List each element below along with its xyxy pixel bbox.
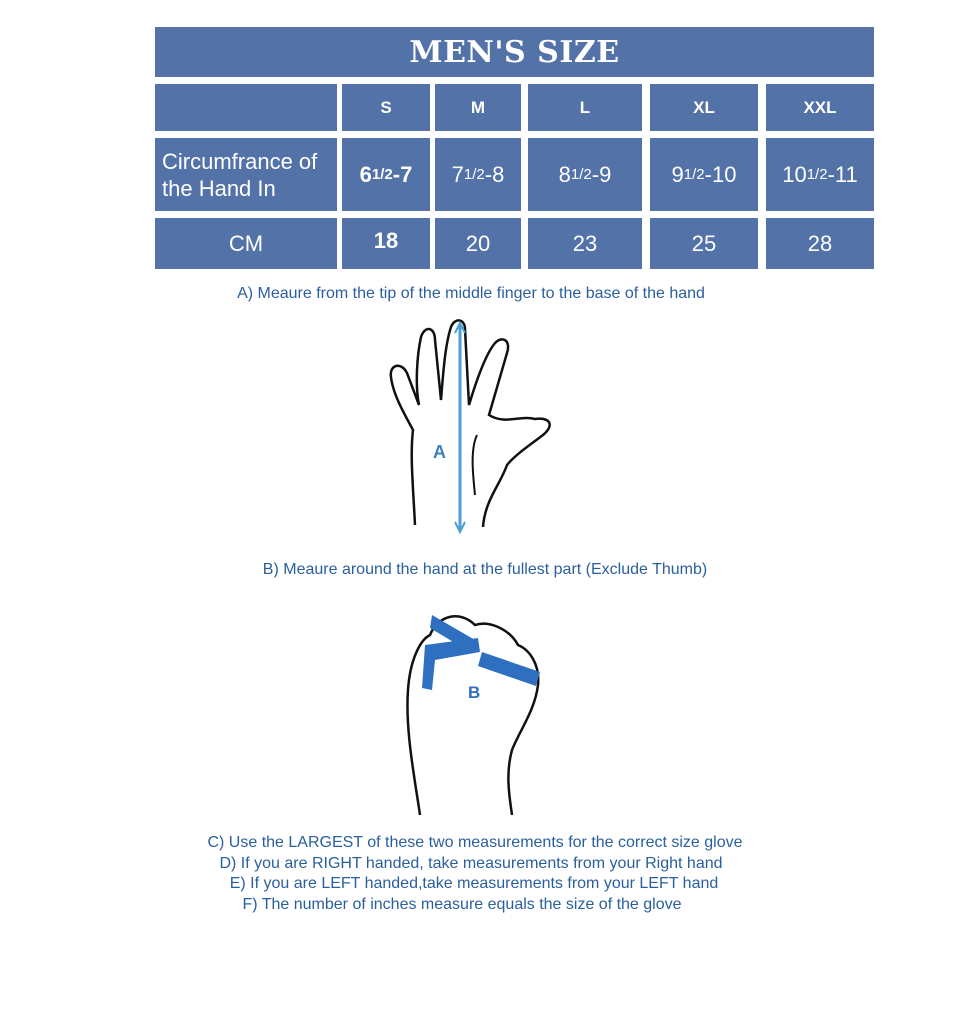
- fraction: 1/2: [806, 166, 828, 183]
- inches-row-label: Circumfrance of the Hand In: [155, 138, 337, 211]
- instruction-b: B) Meaure around the hand at the fullest…: [262, 561, 708, 578]
- size-header-s: S: [342, 84, 430, 131]
- cm-cell-xxl: 28: [766, 218, 874, 269]
- palm-line: [471, 434, 478, 496]
- fraction: 1/2: [570, 166, 592, 183]
- fraction: 1/2: [371, 166, 393, 183]
- inches-cell-l: 8 1/2 -9: [528, 138, 642, 211]
- inches-cell-s: 6 1/2 -7: [342, 138, 430, 211]
- whole: 8: [558, 161, 571, 187]
- rest: -8: [484, 161, 505, 187]
- rest: -9: [591, 161, 612, 187]
- instruction-a: A) Meaure from the tip of the middle fin…: [237, 285, 705, 302]
- inches-cell-xxl: 10 1/2 -11: [766, 138, 874, 211]
- size-header-l: L: [528, 84, 642, 131]
- whole: 6: [359, 161, 372, 187]
- chart-title: MEN'S SIZE: [155, 27, 874, 77]
- instruction-e: E) If you are LEFT handed,take measureme…: [229, 875, 719, 892]
- whole: 7: [451, 161, 464, 187]
- size-header-xxl: XXL: [766, 84, 874, 131]
- label-line: Circumfrance of: [162, 148, 318, 174]
- open-hand-illustration: A: [389, 319, 551, 535]
- whole: 10: [782, 161, 807, 187]
- tape-segment: [478, 652, 540, 686]
- cm-cell-xl: 25: [650, 218, 758, 269]
- fist-outline: [406, 615, 540, 816]
- arrow-heads: [454, 320, 466, 535]
- fraction: 1/2: [463, 166, 485, 183]
- marker-a: A: [433, 442, 446, 462]
- hand-outline: [389, 319, 551, 528]
- instruction-c: C) Use the LARGEST of these two measurem…: [207, 834, 743, 851]
- header-empty-cell: [155, 84, 337, 131]
- tape-segment: [422, 638, 480, 690]
- size-header-m: M: [435, 84, 521, 131]
- fist-hand-illustration: B: [406, 615, 540, 816]
- rest: -10: [704, 161, 737, 187]
- fraction: 1/2: [683, 166, 705, 183]
- instruction-d: D) If you are RIGHT handed, take measure…: [219, 855, 723, 872]
- marker-b: B: [468, 683, 480, 702]
- inches-cell-m: 7 1/2 -8: [435, 138, 521, 211]
- cm-cell-m: 20: [435, 218, 521, 269]
- instruction-f: F) The number of inches measure equals t…: [242, 896, 682, 913]
- rest: -11: [827, 161, 858, 187]
- cm-cell-l: 23: [528, 218, 642, 269]
- label-line: the Hand In: [162, 175, 276, 201]
- whole: 9: [671, 161, 684, 187]
- cm-cell-s: 18: [342, 218, 430, 269]
- size-header-xl: XL: [650, 84, 758, 131]
- inches-cell-xl: 9 1/2 -10: [650, 138, 758, 211]
- rest: -7: [392, 161, 413, 187]
- cm-row-label: CM: [155, 218, 337, 269]
